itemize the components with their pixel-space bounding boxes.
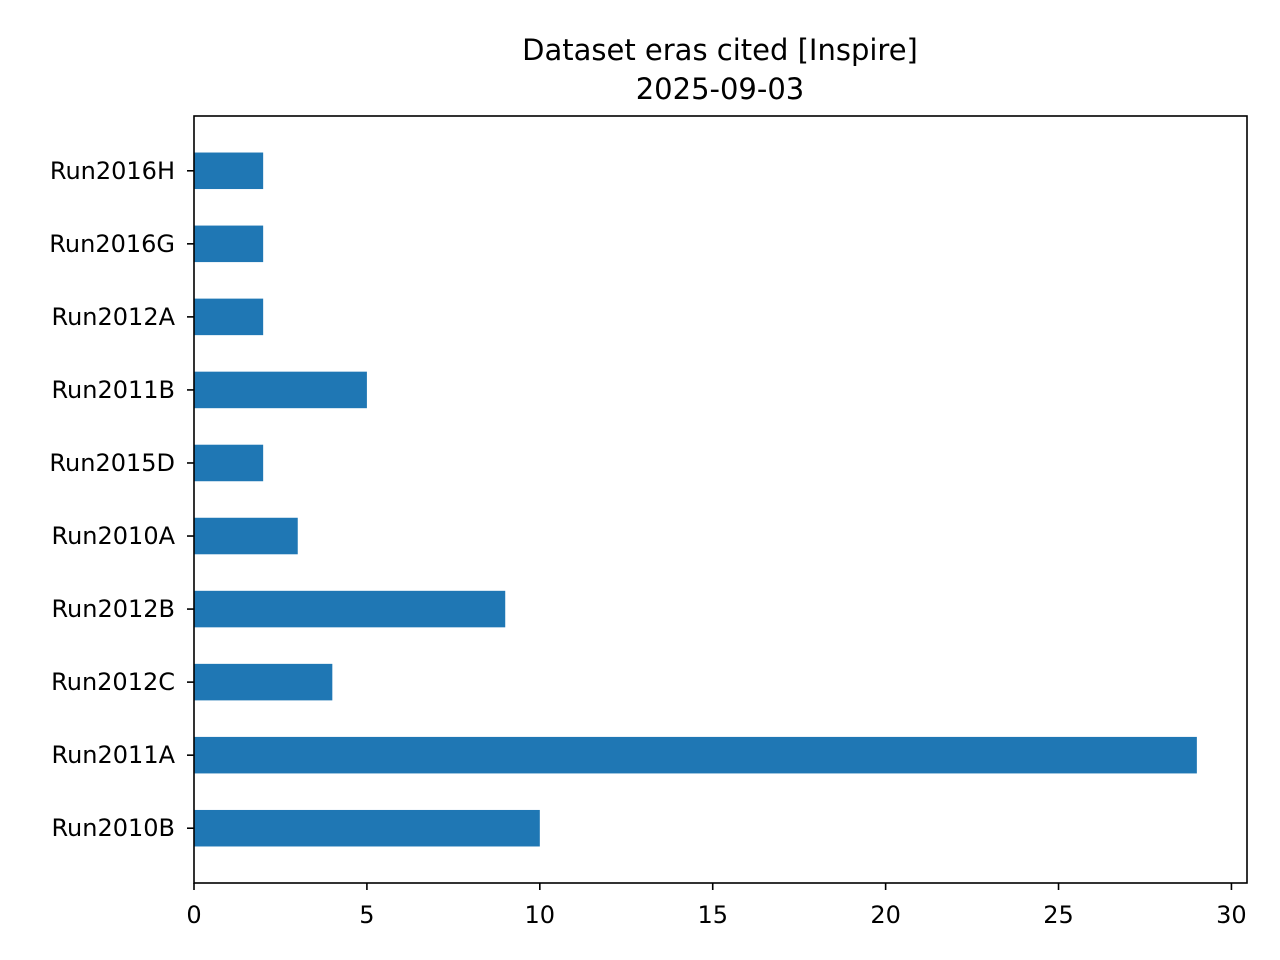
y-axis: Run2010B Run2011A Run2012C Run2012B Run2010A… xyxy=(49,157,194,842)
plot-frame xyxy=(193,115,1248,884)
y-tick-label: Run2016G xyxy=(49,230,175,258)
x-tick-label: 0 xyxy=(186,901,201,929)
x-tick-label: 15 xyxy=(697,901,728,929)
bar-run2012c xyxy=(194,663,333,701)
bar-run2011a xyxy=(194,736,1197,774)
y-tick-label: Run2012A xyxy=(51,303,175,331)
bar-run2015d xyxy=(194,444,264,482)
x-tick-label: 30 xyxy=(1216,901,1247,929)
y-tick-label: Run2011B xyxy=(51,376,175,404)
y-tick-label: Run2011A xyxy=(51,741,175,769)
x-tick-label: 10 xyxy=(525,901,556,929)
y-tick-label: Run2012B xyxy=(51,595,175,623)
y-tick-label: Run2016H xyxy=(50,157,175,185)
bar-run2010a xyxy=(194,517,298,555)
bar-run2010b xyxy=(194,809,540,847)
y-tick-label: Run2010A xyxy=(51,522,175,550)
y-tick-label: Run2010B xyxy=(51,814,175,842)
y-tick-label: Run2012C xyxy=(51,668,175,696)
bar-run2012a xyxy=(194,298,264,336)
x-tick-label: 5 xyxy=(359,901,374,929)
x-tick-label: 25 xyxy=(1043,901,1074,929)
bar-run2012b xyxy=(194,590,506,628)
x-axis: 0 5 10 15 20 25 30 xyxy=(186,883,1247,929)
chart-title: Dataset eras cited [Inspire] xyxy=(522,33,918,67)
bars-group xyxy=(194,152,1197,847)
chart-subtitle: 2025-09-03 xyxy=(636,72,805,106)
bar-run2016g xyxy=(194,225,264,263)
bar-run2011b xyxy=(194,371,367,409)
bar-run2016h xyxy=(194,152,264,190)
x-tick-label: 20 xyxy=(870,901,901,929)
y-tick-label: Run2015D xyxy=(49,449,175,477)
